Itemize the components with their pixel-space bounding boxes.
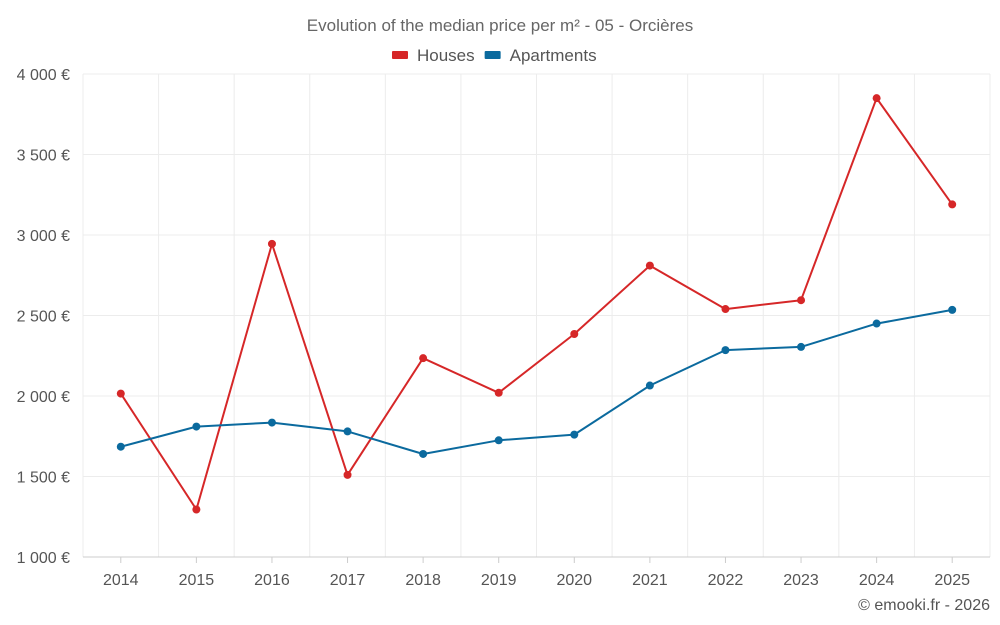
legend-label-apartments: Apartments <box>510 46 597 65</box>
grid <box>82 73 991 557</box>
x-tick-label: 2025 <box>934 572 970 589</box>
x-tick-label: 2021 <box>632 572 668 589</box>
y-tick-label: 2 500 € <box>17 309 70 326</box>
x-tick-label: 2023 <box>783 572 819 589</box>
y-tick-label: 1 500 € <box>17 470 70 487</box>
data-point-apartments[interactable] <box>797 342 806 351</box>
x-tick-label: 2022 <box>708 572 744 589</box>
x-tick-label: 2020 <box>556 572 592 589</box>
series-layer <box>116 94 957 514</box>
data-point-houses[interactable] <box>419 354 428 363</box>
data-point-houses[interactable] <box>343 470 352 479</box>
data-point-apartments[interactable] <box>494 436 503 445</box>
data-point-houses[interactable] <box>267 239 276 248</box>
data-point-apartments[interactable] <box>645 381 654 390</box>
x-tick-label: 2016 <box>254 572 290 589</box>
data-point-apartments[interactable] <box>343 427 352 436</box>
x-tick-label: 2015 <box>179 572 215 589</box>
data-point-houses[interactable] <box>570 330 579 339</box>
y-tick-label: 4 000 € <box>17 67 70 84</box>
credit: © emooki.fr - 2026 <box>858 597 990 614</box>
x-axis: 2014 2015 2016 2017 2018 2019 2020 2021 2022 2023… <box>83 556 990 589</box>
data-point-houses[interactable] <box>721 305 730 314</box>
y-tick-label: 1 000 € <box>17 550 70 567</box>
data-point-apartments[interactable] <box>192 422 201 431</box>
x-tick-label: 2014 <box>103 572 139 589</box>
chart-title: Evolution of the median price per m² - 0… <box>307 16 693 35</box>
data-point-houses[interactable] <box>192 505 201 514</box>
data-point-apartments[interactable] <box>419 449 428 458</box>
data-point-houses[interactable] <box>116 389 125 398</box>
data-point-houses[interactable] <box>948 200 957 209</box>
y-axis: 1 000 € 1 500 € 2 000 € 2 500 € 3 000 € 3 500… <box>17 67 70 567</box>
data-point-houses[interactable] <box>645 261 654 270</box>
y-tick-label: 3 500 € <box>17 148 70 165</box>
series-line-houses <box>119 97 954 511</box>
legend-item-apartments[interactable]: Apartments <box>484 46 597 65</box>
data-point-houses[interactable] <box>494 388 503 397</box>
legend-item-houses[interactable]: Houses <box>392 46 475 65</box>
x-tick-label: 2018 <box>405 572 441 589</box>
data-point-apartments[interactable] <box>872 319 881 328</box>
data-point-apartments[interactable] <box>116 442 125 451</box>
x-tick-label: 2017 <box>330 572 366 589</box>
data-point-houses[interactable] <box>872 94 881 103</box>
x-tick-label: 2019 <box>481 572 517 589</box>
series-line-apartments <box>120 308 953 455</box>
data-point-apartments[interactable] <box>948 305 957 314</box>
data-point-houses[interactable] <box>797 296 806 305</box>
y-tick-label: 2 000 € <box>17 389 70 406</box>
data-point-apartments[interactable] <box>267 418 276 427</box>
legend-swatch-apartments <box>484 51 501 59</box>
legend-label-houses: Houses <box>417 46 475 65</box>
data-point-apartments[interactable] <box>721 346 730 355</box>
legend: Houses Apartments <box>392 46 597 65</box>
data-point-apartments[interactable] <box>570 430 579 439</box>
legend-swatch-houses <box>392 51 408 59</box>
y-tick-label: 3 000 € <box>17 228 70 245</box>
x-tick-label: 2024 <box>859 572 895 589</box>
